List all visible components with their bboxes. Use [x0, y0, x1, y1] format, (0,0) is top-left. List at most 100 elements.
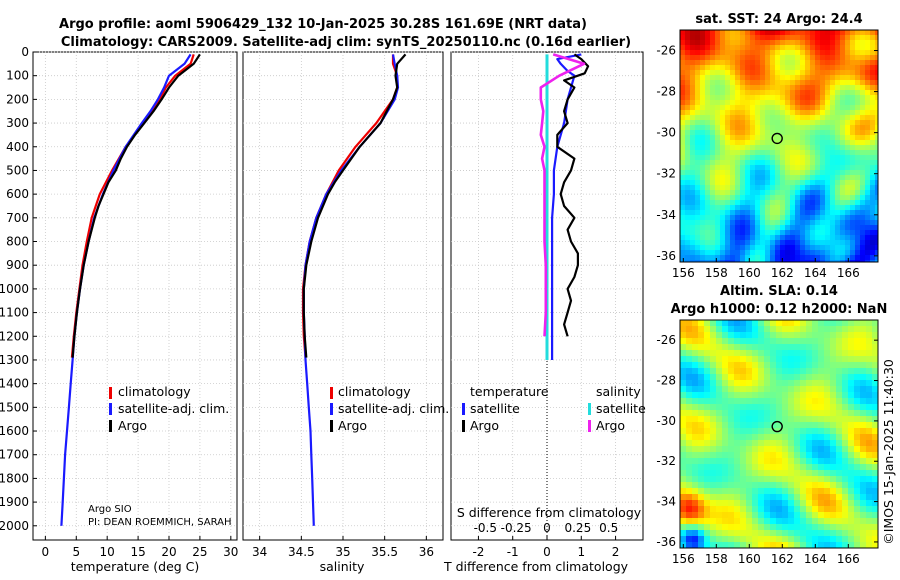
map-cell: [720, 260, 726, 262]
map-cell: [740, 100, 746, 106]
map-cell: [685, 125, 691, 131]
figure-title-line1: Argo profile: aoml 5906429_132 10-Jan-20…: [59, 17, 587, 32]
map-cell: [800, 392, 807, 399]
map-cell: [830, 332, 837, 339]
map-cell: [765, 215, 771, 221]
map-cell: [710, 464, 717, 471]
map-cell: [860, 452, 867, 459]
map-cell: [746, 470, 753, 477]
map-cell: [824, 320, 831, 327]
map-cell: [770, 422, 777, 429]
map-cell: [810, 105, 816, 111]
map-cell: [755, 135, 761, 141]
map-cell: [716, 386, 723, 393]
map-cell: [810, 140, 816, 146]
map-cell: [680, 440, 687, 447]
map-cell: [745, 70, 751, 76]
map-cell: [824, 344, 831, 351]
map-cell: [865, 225, 871, 231]
map-cell: [775, 100, 781, 106]
temperature-series: [60, 53, 201, 526]
legend-t-satellite: satellite: [470, 401, 520, 416]
map-cell: [820, 50, 826, 56]
map-cell: [825, 140, 831, 146]
map-cell: [815, 240, 821, 246]
map-cell: [866, 446, 873, 453]
map-cell: [824, 506, 831, 513]
map-cell: [740, 85, 746, 91]
map-cell: [686, 482, 693, 489]
map-cell: [845, 35, 851, 41]
map-cell: [860, 145, 866, 151]
map-cell: [865, 175, 871, 181]
map-cell: [855, 165, 861, 171]
map-cell: [820, 105, 826, 111]
map-cell: [770, 215, 776, 221]
legend-s-argo: Argo: [596, 418, 625, 433]
map-cell: [795, 90, 801, 96]
map-cell: [770, 488, 777, 495]
map-cell: [855, 135, 861, 141]
map-cell: [704, 392, 711, 399]
map-cell: [734, 320, 741, 327]
map-cell: [770, 180, 776, 186]
map-cell: [725, 30, 731, 36]
map-cell: [860, 150, 866, 156]
map-cell: [836, 338, 843, 345]
map-cell: [728, 350, 735, 357]
map-cell: [794, 392, 801, 399]
map-cell: [735, 185, 741, 191]
x-top-tick-label: -0.25: [501, 521, 532, 535]
map-cell: [794, 398, 801, 405]
map-cell: [865, 135, 871, 141]
map-cell: [700, 100, 706, 106]
map-cell: [790, 215, 796, 221]
map-cell: [715, 190, 721, 196]
map-cell: [770, 530, 777, 537]
map-cell: [866, 392, 873, 399]
map-cell: [806, 398, 813, 405]
map-cell: [740, 458, 747, 465]
map-cell: [770, 195, 776, 201]
map-cell: [848, 518, 855, 525]
map-cell: [745, 140, 751, 146]
map-cell: [692, 494, 699, 501]
map-cell: [710, 476, 717, 483]
map-cell: [710, 260, 716, 262]
map-cell: [850, 55, 856, 61]
map-cell: [722, 482, 729, 489]
map-cell: [794, 500, 801, 507]
map-cell: [854, 434, 861, 441]
map-cell: [825, 135, 831, 141]
map-cell: [790, 165, 796, 171]
map-cell: [745, 170, 751, 176]
map-cell: [806, 416, 813, 423]
map-cell: [845, 215, 851, 221]
map-cell: [705, 240, 711, 246]
map-cell: [740, 255, 746, 261]
map-cell: [866, 326, 873, 333]
map-cell: [716, 398, 723, 405]
map-cell: [730, 200, 736, 206]
map-cell: [740, 70, 746, 76]
map-cell: [730, 215, 736, 221]
map-cell: [690, 195, 696, 201]
map-cell: [800, 260, 806, 262]
map-cell: [825, 185, 831, 191]
map-cell: [854, 512, 861, 519]
map-cell: [770, 230, 776, 236]
map-cell: [705, 85, 711, 91]
map-cell: [764, 404, 771, 411]
map-cell: [750, 195, 756, 201]
map-cell: [776, 338, 783, 345]
map-cell: [780, 130, 786, 136]
map-cell: [850, 35, 856, 41]
map-cell: [776, 446, 783, 453]
map-cell: [805, 105, 811, 111]
map-cell: [728, 332, 735, 339]
map-cell: [825, 240, 831, 246]
map-cell: [800, 240, 806, 246]
map-cell: [740, 90, 746, 96]
map-cell: [690, 45, 696, 51]
map-cell: [730, 135, 736, 141]
